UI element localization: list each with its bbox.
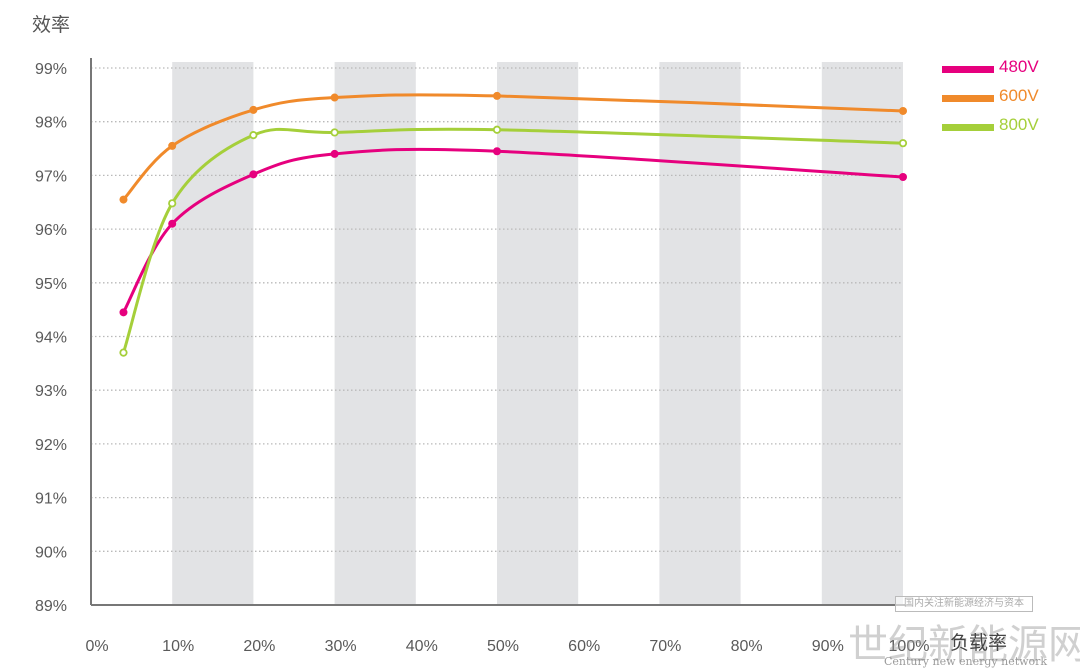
y-tick-label: 98%	[35, 115, 67, 132]
data-point-800V-4	[119, 348, 128, 357]
legend-swatch-800v	[942, 124, 994, 131]
y-tick-label: 94%	[35, 330, 67, 347]
y-tick-label: 97%	[35, 168, 67, 185]
band-50-60	[497, 62, 579, 605]
data-point-480V-100	[899, 173, 907, 182]
legend-swatch-600v	[942, 95, 994, 102]
data-point-800V-50	[492, 125, 502, 134]
y-tick-label: 91%	[35, 491, 67, 508]
data-point-600V-100	[899, 106, 907, 115]
y-tick-label: 96%	[35, 222, 67, 239]
x-tick-label: 80%	[731, 638, 763, 655]
band-90-100	[821, 62, 903, 605]
data-point-480V-20	[249, 170, 258, 179]
y-axis-title: 效率	[32, 14, 71, 36]
y-tick-label: 99%	[35, 61, 67, 78]
data-point-480V-4	[119, 308, 128, 317]
x-axis-title: 负载率	[950, 632, 1008, 654]
x-tick-label: 90%	[812, 638, 844, 655]
watermark-main: 世纪新能源网	[848, 622, 1080, 668]
data-point-600V-30	[330, 93, 339, 102]
legend-label-800v: 800V	[999, 115, 1039, 134]
y-tick-label: 95%	[35, 276, 67, 293]
legend-swatch-480v	[942, 66, 994, 73]
data-point-600V-50	[493, 91, 501, 100]
legend-label-480v: 480V	[999, 57, 1039, 76]
band-30-40	[334, 62, 416, 605]
data-point-480V-30	[330, 149, 339, 158]
watermark-box: 国内关注新能源经济与资本	[895, 596, 1033, 612]
data-point-800V-100	[898, 139, 908, 148]
y-tick-label: 89%	[35, 598, 67, 615]
y-tick-label: 90%	[35, 544, 67, 561]
y-tick-label: 93%	[35, 383, 67, 400]
x-tick-label: 50%	[487, 638, 519, 655]
y-tick-label: 92%	[35, 437, 67, 454]
data-point-800V-10	[168, 199, 177, 208]
watermark-sub: Century new energy network	[884, 655, 1048, 668]
data-point-600V-10	[168, 141, 177, 150]
x-tick-label: 40%	[406, 638, 438, 655]
x-tick-label: 100%	[889, 638, 930, 655]
legend-label-600v: 600V	[999, 86, 1039, 105]
data-point-600V-4	[119, 195, 128, 204]
x-tick-label: 30%	[325, 638, 357, 655]
band-70-80	[659, 62, 741, 605]
data-point-480V-10	[168, 219, 177, 228]
x-tick-label: 70%	[649, 638, 681, 655]
x-tick-label: 60%	[568, 638, 600, 655]
data-point-800V-20	[249, 131, 258, 140]
data-point-600V-20	[249, 105, 258, 114]
data-point-480V-50	[493, 147, 501, 156]
x-tick-label: 10%	[162, 638, 194, 655]
data-point-800V-30	[330, 128, 339, 137]
x-tick-label: 20%	[243, 638, 275, 655]
x-tick-label: 0%	[85, 638, 108, 655]
band-10-20	[172, 62, 254, 605]
